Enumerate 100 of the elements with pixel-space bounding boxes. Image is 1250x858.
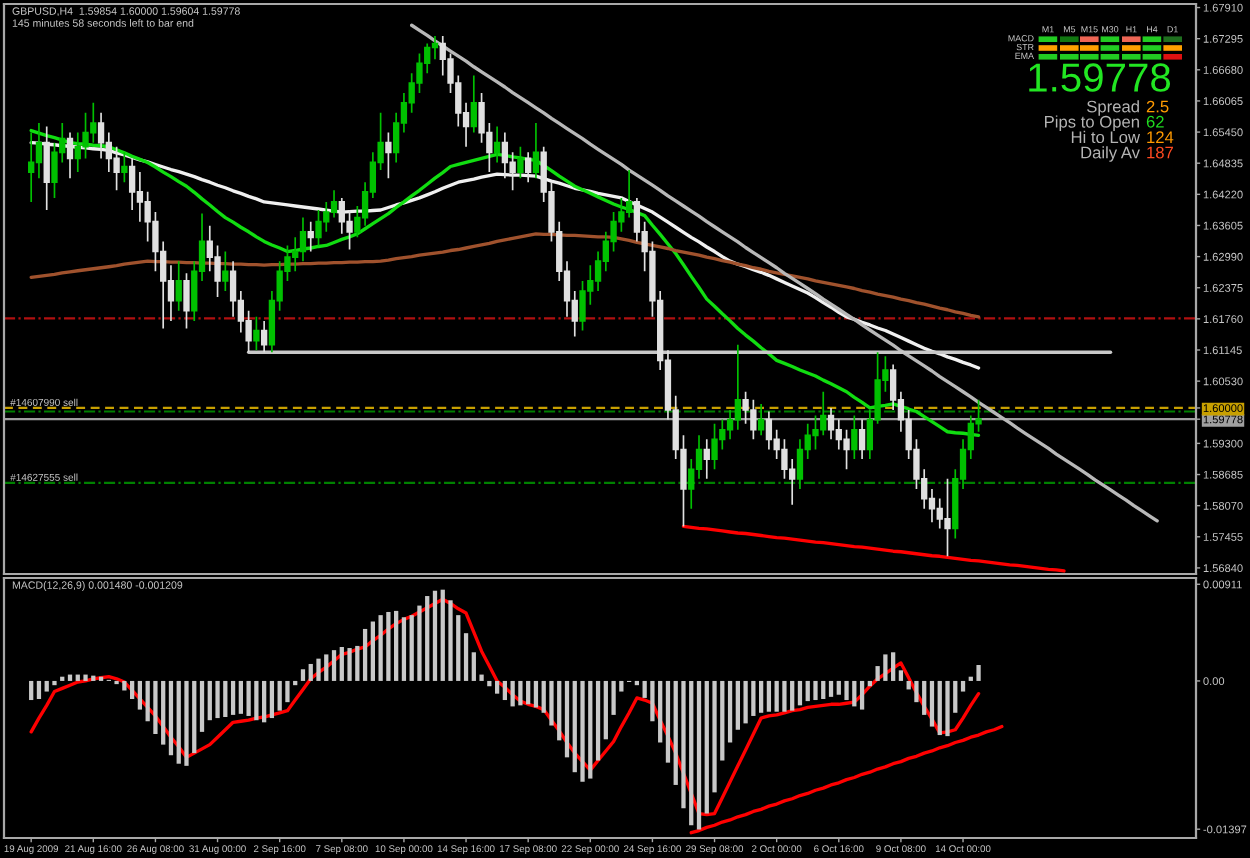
bar xyxy=(463,633,469,681)
bar xyxy=(665,680,671,763)
candlestick xyxy=(765,410,773,451)
bar xyxy=(36,680,42,699)
line-series xyxy=(689,724,1004,835)
candlestick xyxy=(525,151,532,184)
candlestick xyxy=(703,438,710,480)
bar xyxy=(262,680,267,723)
candlestick xyxy=(858,418,866,460)
annotation: 124 xyxy=(1147,131,1174,143)
bar xyxy=(331,650,337,681)
candlestick xyxy=(851,414,858,460)
bar xyxy=(246,680,251,716)
candlestick xyxy=(315,209,322,247)
candlestick xyxy=(470,74,477,134)
bar xyxy=(898,670,904,681)
candlestick xyxy=(222,250,229,292)
annotation: 1.59778 xyxy=(1029,63,1171,92)
bar xyxy=(813,680,818,701)
bar xyxy=(891,652,896,681)
bar xyxy=(425,596,430,681)
bar xyxy=(704,680,709,814)
bar xyxy=(828,680,834,697)
bar xyxy=(937,680,942,736)
candlestick xyxy=(843,428,850,471)
bar xyxy=(285,680,290,703)
bar xyxy=(533,680,539,708)
annotation: 187 xyxy=(1147,146,1173,159)
bar xyxy=(852,680,857,707)
candlestick xyxy=(253,316,260,352)
bar xyxy=(502,680,508,701)
bar xyxy=(207,680,212,721)
candlestick xyxy=(827,407,835,441)
bar xyxy=(432,590,438,681)
bar xyxy=(394,610,399,681)
bar xyxy=(401,617,407,681)
bar xyxy=(844,680,849,701)
bar xyxy=(945,680,950,737)
bar xyxy=(223,680,228,718)
candlestick xyxy=(385,131,392,179)
annotation: Daily Av xyxy=(1081,146,1140,162)
candlestick xyxy=(493,125,501,164)
bar xyxy=(83,674,88,681)
bar xyxy=(339,646,344,681)
bar xyxy=(269,680,275,719)
annotation: Spread xyxy=(1087,100,1139,116)
bar xyxy=(727,680,733,743)
bar xyxy=(797,680,803,706)
bar xyxy=(308,663,313,681)
bar xyxy=(580,680,585,782)
annotation: Hi to Low xyxy=(1071,130,1141,144)
bar xyxy=(805,680,810,702)
line-series xyxy=(29,141,981,370)
annotation: 2.5 xyxy=(1146,100,1169,113)
bar xyxy=(355,645,360,681)
bar xyxy=(774,680,779,712)
bar xyxy=(137,680,143,710)
candlestick xyxy=(183,272,190,330)
candlestick xyxy=(750,399,757,441)
bar xyxy=(362,628,368,681)
bar xyxy=(821,680,826,699)
bar xyxy=(277,680,282,711)
bar xyxy=(215,680,220,719)
line-series xyxy=(29,597,981,817)
bar xyxy=(316,658,321,681)
bar xyxy=(689,680,694,826)
candlestick xyxy=(28,131,35,203)
bar xyxy=(370,621,375,681)
bar xyxy=(199,680,205,732)
bar xyxy=(471,652,476,681)
bar xyxy=(588,680,593,779)
bar xyxy=(184,680,189,766)
candlestick xyxy=(260,320,268,354)
bar xyxy=(122,680,127,691)
bar xyxy=(557,680,562,741)
bar xyxy=(960,680,966,692)
bar xyxy=(518,680,523,706)
bar xyxy=(526,680,531,705)
bar xyxy=(836,680,841,695)
bar xyxy=(603,680,608,740)
bar xyxy=(494,680,500,694)
line-series xyxy=(29,232,981,319)
annotation: Pips to Open xyxy=(1045,115,1139,131)
candlestick xyxy=(517,145,524,179)
bar xyxy=(129,680,135,699)
line-series xyxy=(681,524,1066,573)
bar xyxy=(29,680,34,701)
candlestick xyxy=(66,131,74,179)
candlestick xyxy=(757,403,765,437)
bar xyxy=(324,654,329,681)
bar xyxy=(859,680,865,710)
bar xyxy=(510,680,515,707)
candlestick xyxy=(175,260,182,312)
bar xyxy=(161,680,166,745)
bar xyxy=(176,680,181,764)
bar xyxy=(751,680,756,716)
candlestick xyxy=(43,125,50,211)
candlestick xyxy=(944,477,951,558)
bar xyxy=(782,680,787,712)
bar xyxy=(44,680,49,692)
